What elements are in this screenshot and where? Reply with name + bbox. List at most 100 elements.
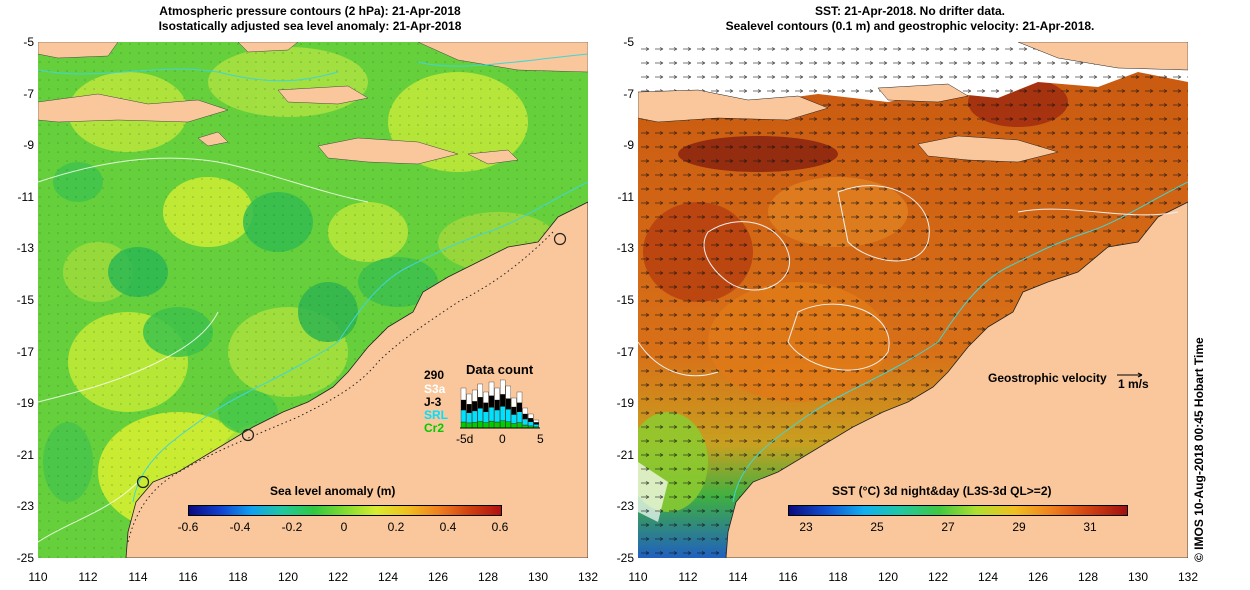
histogram-bar: [528, 421, 534, 427]
histogram-bar: [460, 421, 467, 429]
histogram-bar: [477, 408, 483, 422]
sla-colorbar-tick: 0: [340, 520, 348, 534]
sst-colorbar-tick: 31: [1083, 520, 1097, 534]
sla-colorbar-tick: -0.4: [229, 520, 251, 534]
histogram-bar: [488, 395, 495, 408]
x-axis-tick: 126: [1027, 570, 1049, 584]
histogram-bar: [511, 397, 517, 408]
y-axis-tick: -25: [616, 551, 634, 565]
histogram-bar: [466, 393, 472, 405]
sea-level-anomaly-map: [38, 42, 588, 558]
histogram-bar: [505, 385, 511, 399]
histogram-bar: [477, 397, 483, 409]
histogram-bar: [483, 391, 489, 403]
y-axis-tick: -9: [623, 138, 634, 153]
velocity-scale-arrow: [1117, 372, 1143, 378]
left-title-line2: Isostatically adjusted sea level anomaly…: [158, 19, 462, 33]
x-axis-tick: 124: [377, 570, 399, 584]
histogram-bar: [483, 411, 489, 423]
histogram-tick: 0: [499, 432, 506, 446]
tide-gauge-marker: [136, 475, 150, 489]
histogram-bar: [494, 409, 500, 423]
x-axis-tick: 112: [78, 570, 98, 584]
mission-s3a: S3a: [424, 382, 446, 396]
sla-colorbar-tick: -0.6: [177, 520, 199, 534]
y-axis-tick: -11: [617, 189, 634, 204]
histogram-bar: [516, 411, 523, 423]
histogram-bar: [500, 379, 506, 395]
sst-map: [638, 42, 1188, 558]
histogram-bar: [500, 420, 506, 429]
x-axis-tick: 112: [678, 570, 698, 584]
sla-colorbar-tick: 0.2: [387, 520, 405, 534]
data-count-title: Data count: [466, 362, 534, 377]
histogram-bar: [466, 412, 472, 424]
histogram-bar: [522, 407, 528, 415]
y-axis-tick: -7: [623, 86, 634, 101]
histogram-bar: [466, 404, 472, 413]
sla-colorbar-tick: 0.6: [491, 520, 509, 534]
y-axis-tick: -17: [616, 344, 634, 359]
sst-colorbar-label: SST (°C) 3d night&day (L3S-3d QL>=2): [832, 484, 1052, 498]
y-axis-tick: -17: [16, 344, 34, 359]
histogram-bar: [460, 409, 467, 423]
histogram-bar: [511, 423, 517, 429]
x-axis-tick: 132: [577, 570, 599, 584]
x-axis-tick: 122: [327, 570, 349, 584]
histogram-tick: -5d: [456, 432, 474, 446]
sla-colorbar-tick: -0.2: [281, 520, 303, 534]
sst-colorbar-tick: 25: [870, 520, 884, 534]
x-axis-tick: 110: [28, 570, 48, 584]
right-title-line1: SST: 21-Apr-2018. No drifter data.: [814, 4, 1006, 18]
histogram-bar: [460, 399, 467, 411]
y-axis-tick: -15: [16, 293, 34, 307]
histogram-bar: [533, 422, 539, 425]
tide-gauge-marker: [241, 428, 255, 442]
x-axis-tick: 110: [628, 570, 648, 584]
y-axis-tick: -5: [23, 35, 34, 49]
histogram-bar: [505, 408, 511, 422]
histogram-bar: [516, 402, 523, 412]
histogram-bar: [494, 399, 500, 411]
y-axis-tick: -9: [23, 138, 34, 153]
histogram-bar: [488, 407, 495, 422]
histogram-bar: [533, 424, 539, 427]
x-axis-tick: 128: [477, 570, 499, 584]
sla-colorbar-label: Sea level anomaly (m): [270, 484, 396, 498]
histogram-bar: [472, 410, 478, 423]
histogram-bar: [472, 401, 478, 412]
histogram-bar: [494, 387, 500, 401]
histogram-bar: [516, 422, 523, 429]
y-axis-tick: -25: [16, 551, 34, 565]
x-axis-tick: 130: [527, 570, 549, 584]
histogram-bar: [472, 422, 478, 429]
mission-cr2: Cr2: [424, 421, 445, 435]
histogram-bar: [528, 413, 534, 419]
y-axis-tick: -19: [616, 396, 634, 411]
histogram-bar: [466, 422, 472, 429]
x-axis-tick: 116: [178, 570, 198, 584]
histogram-bar: [500, 406, 506, 421]
y-axis-tick: -23: [16, 499, 34, 514]
y-axis-tick: -21: [616, 447, 634, 462]
x-axis-tick: 132: [1177, 570, 1199, 584]
x-axis-tick: 126: [427, 570, 449, 584]
histogram-bar: [472, 389, 478, 402]
sla-colorbar-tick: 0.4: [439, 520, 457, 534]
mission-srl: SRL: [424, 408, 448, 422]
histogram-bar: [488, 420, 495, 429]
histogram-bar: [477, 383, 483, 398]
x-axis-tick: 116: [778, 570, 798, 584]
sla-colorbar: [188, 505, 502, 516]
histogram-bar: [483, 402, 489, 412]
histogram-bar: [505, 398, 511, 410]
sst-colorbar-tick: 23: [799, 520, 813, 534]
histogram-bar: [477, 421, 483, 429]
histogram-bar: [533, 419, 539, 423]
histogram-bar: [528, 418, 534, 422]
x-axis-tick: 120: [877, 570, 899, 584]
x-axis-tick: 114: [728, 570, 748, 584]
velocity-legend-label: Geostrophic velocity: [988, 371, 1107, 385]
sst-colorbar: [788, 505, 1128, 516]
y-axis-tick: -21: [16, 447, 34, 462]
